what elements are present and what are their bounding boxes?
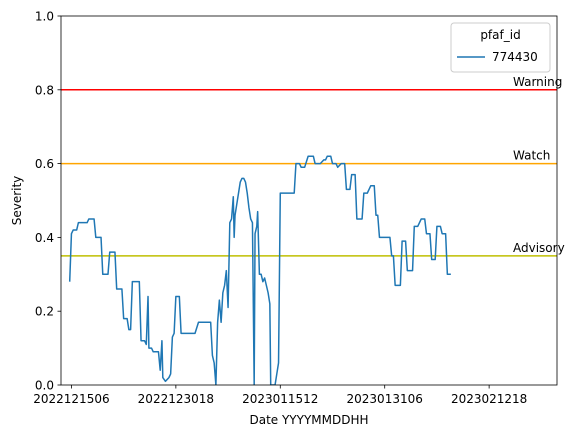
y-tick-label: 0.6 xyxy=(35,157,54,171)
series-layer xyxy=(68,155,451,385)
y-axis-label: Severity xyxy=(10,176,24,226)
y-axis-ticks: 0.0 0.2 0.4 0.6 0.8 1.0 xyxy=(35,10,61,393)
x-tick-label: 2023011512 xyxy=(242,392,318,406)
x-tick-label: 2023021218 xyxy=(451,392,527,406)
y-tick-label: 1.0 xyxy=(35,10,54,24)
legend-entry: 774430 xyxy=(492,50,538,64)
legend-title: pfaf_id xyxy=(480,28,520,42)
plot-frame xyxy=(60,15,558,386)
y-tick-label: 0.8 xyxy=(35,83,54,97)
threshold-label-watch: Watch xyxy=(513,149,550,163)
series-line-0 xyxy=(68,155,451,385)
x-axis-label: Date YYYYMMDDHH xyxy=(249,413,368,427)
threshold-label-warning: Warning xyxy=(513,75,562,89)
threshold-lines xyxy=(61,89,557,257)
x-axis-ticks: 2022121506 2022123018 2023011512 2023013106… xyxy=(33,385,527,406)
legend-box xyxy=(450,22,551,73)
x-tick-label: 2023013106 xyxy=(347,392,423,406)
x-tick-label: 2022121506 xyxy=(33,392,109,406)
x-tick-label: 2022123018 xyxy=(138,392,214,406)
legend: pfaf_id 774430 xyxy=(450,22,551,73)
y-tick-label: 0.2 xyxy=(35,305,54,319)
threshold-labels: Warning Watch Advisory xyxy=(513,75,565,255)
threshold-label-advisory: Advisory xyxy=(513,241,565,255)
y-tick-label: 0.0 xyxy=(35,379,54,393)
y-tick-label: 0.4 xyxy=(35,231,54,245)
